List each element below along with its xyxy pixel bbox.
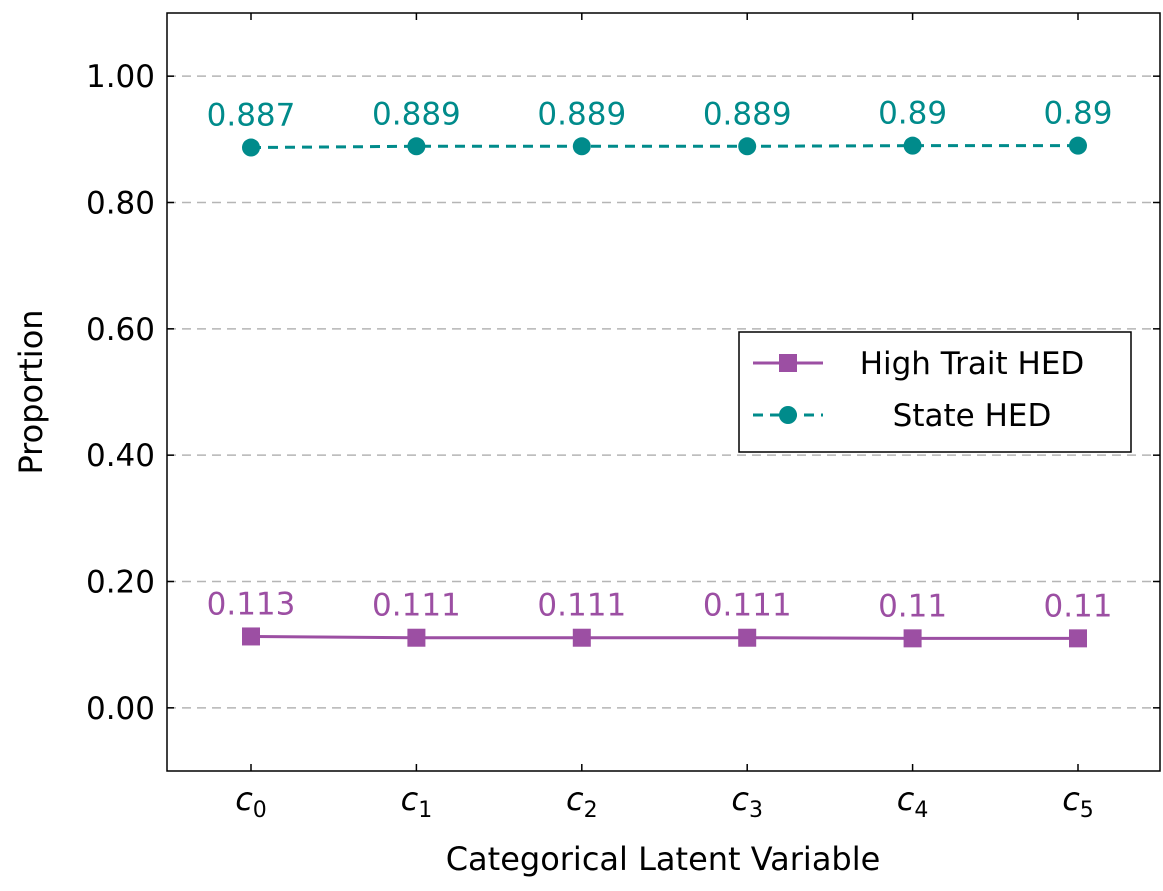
x-tick-label: c3 [731, 780, 763, 823]
legend-label: State HED [893, 398, 1052, 434]
circle-marker [572, 137, 591, 156]
x-tick-label: c5 [1062, 780, 1094, 823]
legend-box [738, 331, 1132, 453]
y-tick-label: 0.40 [86, 438, 155, 474]
circle-marker [903, 136, 922, 155]
y-tick-label: 0.20 [86, 565, 155, 601]
plot-frame [166, 12, 1161, 772]
series-line [250, 144, 1078, 150]
data-label: 0.11 [878, 588, 947, 624]
x-tick-label: c0 [235, 780, 267, 823]
data-label: 0.887 [207, 98, 296, 134]
circle-marker [407, 137, 426, 156]
grid-lines [167, 75, 1160, 709]
data-label: 0.889 [537, 96, 626, 132]
square-marker [572, 628, 591, 647]
data-label: 0.89 [1043, 96, 1112, 132]
legend: High Trait HED State HED [738, 331, 1132, 453]
x-tick-label: c2 [566, 780, 598, 823]
axes: 0.00 0.20 0.40 0.60 0.80 1.00 c0 c1 c2 c3 c4 c5 [86, 13, 1160, 823]
data-label: 0.111 [703, 588, 792, 624]
x-tick-label: c1 [401, 780, 433, 823]
data-label: 0.111 [537, 588, 626, 624]
circle-marker [738, 137, 757, 156]
circle-marker [242, 138, 260, 157]
series-group: 0.113 0.111 0.111 0.111 0.11 0.110.887 0.889 0.… [207, 96, 1113, 648]
legend-label: High Trait HED [860, 346, 1085, 382]
series-1: 0.887 0.889 0.889 0.889 0.89 0.89 [207, 96, 1113, 157]
y-tick-label: 0.60 [86, 312, 155, 348]
data-label: 0.89 [878, 96, 947, 132]
series-line [250, 634, 1078, 640]
square-marker [407, 628, 426, 647]
data-label: 0.113 [207, 586, 296, 622]
data-label: 0.11 [1043, 588, 1112, 624]
legend-square-marker [779, 354, 797, 372]
data-label: 0.889 [372, 96, 461, 132]
y-tick-label: 0.00 [86, 691, 155, 727]
y-tick-label: 1.00 [86, 59, 155, 95]
y-axis-title: Proportion [12, 309, 50, 474]
circle-marker [1069, 136, 1087, 155]
data-label: 0.111 [372, 588, 461, 624]
legend-circle-marker [779, 406, 797, 424]
series-0: 0.113 0.111 0.111 0.111 0.11 0.11 [207, 586, 1113, 648]
y-tick-label: 0.80 [86, 186, 155, 222]
square-marker [738, 628, 757, 647]
square-marker [242, 627, 260, 646]
square-marker [903, 629, 922, 648]
square-marker [1069, 629, 1087, 648]
x-axis-title: Categorical Latent Variable [446, 840, 881, 878]
x-tick-label: c4 [897, 780, 929, 823]
data-label: 0.889 [703, 96, 792, 132]
